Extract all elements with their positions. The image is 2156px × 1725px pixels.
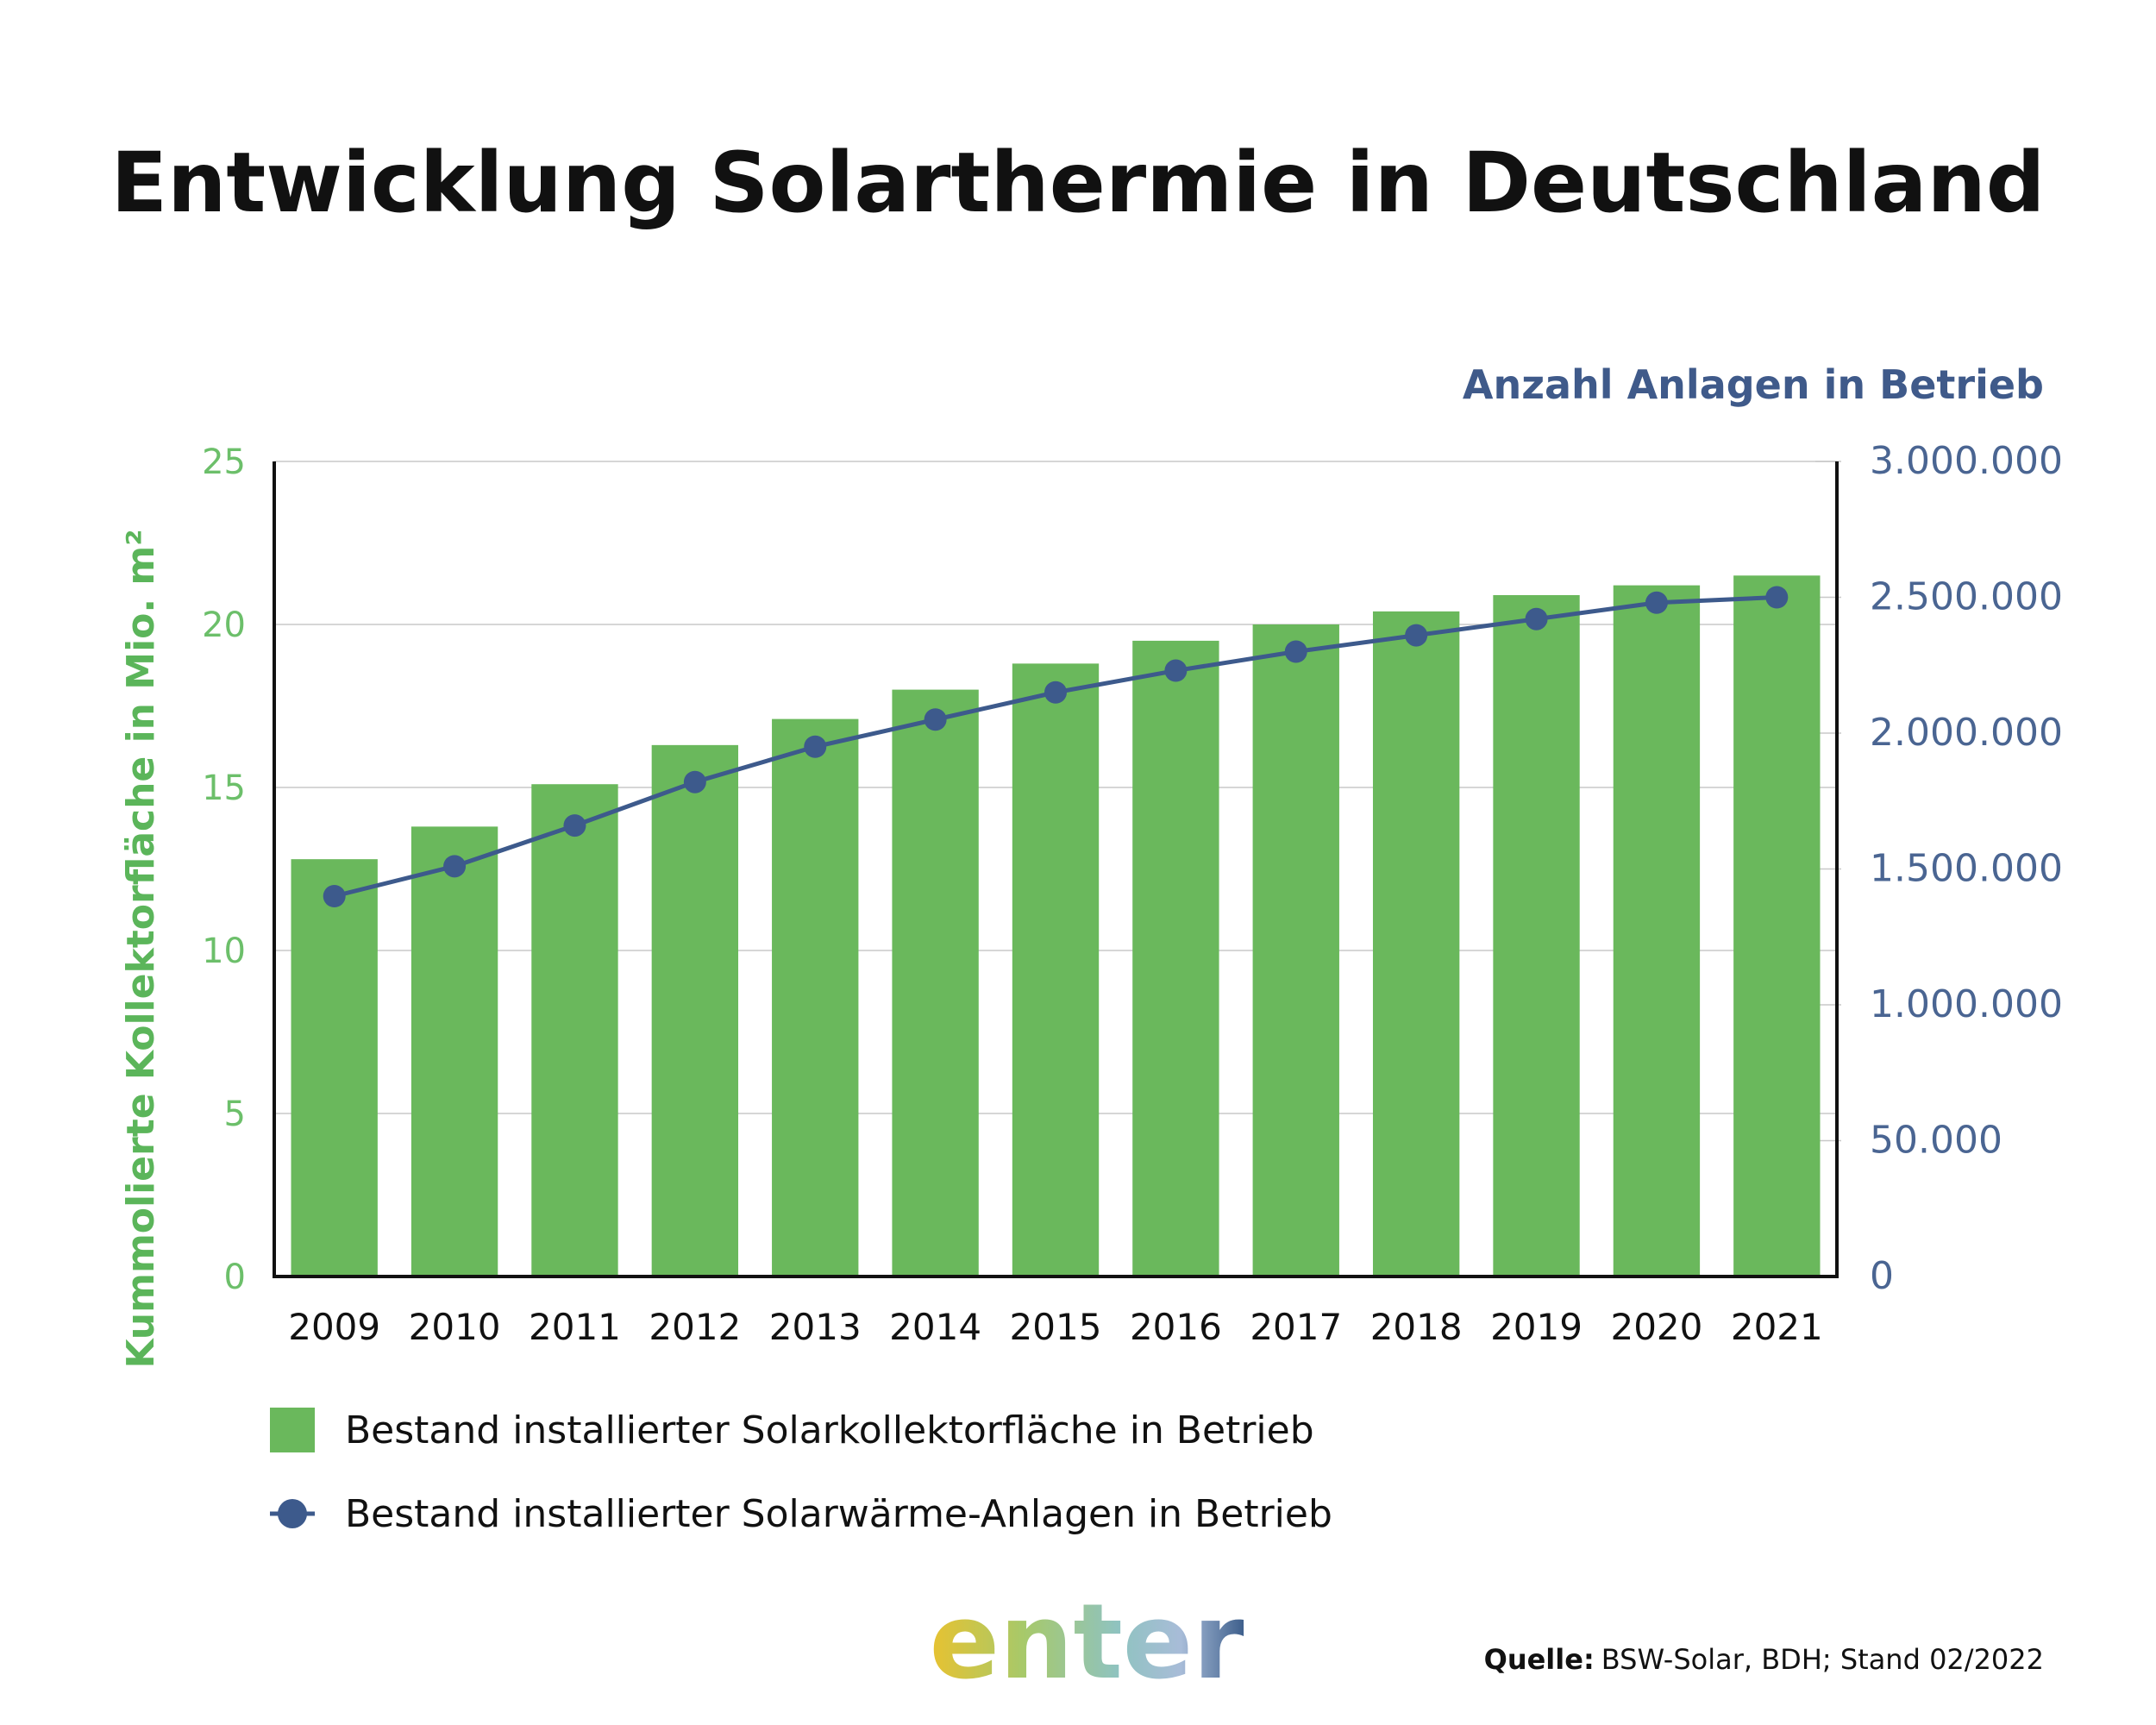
x-tick: 2013 <box>769 1306 862 1348</box>
line-series <box>323 586 1789 907</box>
line-point <box>323 885 346 907</box>
line-point <box>1284 640 1307 663</box>
x-axis-ticks: 2009 2010 2011 2012 2013 2014 2015 2016 2017 2018… <box>288 1306 1823 1348</box>
y-tick-right: 0 <box>1870 1254 1894 1298</box>
bar <box>651 744 739 1276</box>
y-tick-right: 1.500.000 <box>1870 847 2063 891</box>
x-tick: 2020 <box>1610 1306 1702 1348</box>
logo: enter <box>930 1583 1244 1703</box>
line-point <box>924 708 947 731</box>
line-point <box>563 814 586 837</box>
x-tick: 2021 <box>1731 1306 1823 1348</box>
bar-series <box>291 575 1821 1276</box>
right-axis-ticks: 0 50.000 1.000.000 1.500.000 2.000.000 2.500.… <box>1870 439 2063 1298</box>
bar <box>1252 624 1339 1276</box>
bar <box>291 859 378 1276</box>
axes <box>273 461 1839 1278</box>
x-tick: 2019 <box>1490 1306 1583 1348</box>
chart-title: Entwicklung Solarthermie in Deutschland <box>110 135 2045 231</box>
y-tick-left: 10 <box>202 932 246 971</box>
y-tick-left: 25 <box>202 442 246 482</box>
line-point <box>1044 681 1067 704</box>
y-tick-left: 5 <box>224 1095 246 1134</box>
bar <box>892 689 979 1276</box>
x-tick: 2010 <box>409 1306 501 1348</box>
x-tick: 2015 <box>1010 1306 1102 1348</box>
line-point <box>443 855 467 878</box>
bar <box>1132 640 1219 1276</box>
right-axis-title: Anzahl Anlagen in Betrieb <box>1463 361 2044 408</box>
line-point <box>1645 591 1668 614</box>
x-tick: 2016 <box>1130 1306 1222 1348</box>
source-note: Quelle: BSW-Solar, BDH; Stand 02/2022 <box>1484 1643 2044 1676</box>
bar <box>1372 611 1460 1276</box>
legend-bar-swatch <box>270 1408 315 1452</box>
line-point <box>1164 659 1188 682</box>
line-point <box>1765 586 1789 609</box>
source-text: BSW-Solar, BDH; Stand 02/2022 <box>1601 1643 2044 1676</box>
line-point <box>1525 607 1548 630</box>
x-tick: 2009 <box>288 1306 380 1348</box>
bar <box>1012 663 1100 1276</box>
left-axis-ticks: 0 5 10 15 20 25 <box>202 442 246 1297</box>
source-label: Quelle: <box>1484 1643 1595 1676</box>
line-point <box>804 735 827 758</box>
legend-line-marker <box>278 1499 307 1528</box>
bar <box>531 784 618 1276</box>
legend-line-label: Bestand installierter Solarwärme-Anlagen… <box>345 1492 1332 1536</box>
x-tick: 2011 <box>529 1306 621 1348</box>
line-point <box>1405 624 1428 647</box>
x-tick: 2017 <box>1250 1306 1342 1348</box>
y-tick-right: 2.000.000 <box>1870 711 2063 755</box>
y-tick-right: 3.000.000 <box>1870 439 2063 483</box>
bar <box>1733 575 1821 1276</box>
y-tick-left: 0 <box>224 1258 246 1297</box>
line-point <box>683 770 706 794</box>
y-tick-right: 1.000.000 <box>1870 982 2063 1026</box>
x-tick: 2012 <box>649 1306 741 1348</box>
y-tick-right: 50.000 <box>1870 1119 2002 1163</box>
x-tick: 2018 <box>1370 1306 1463 1348</box>
legend: Bestand installierter Solarkollektorfläc… <box>270 1408 1332 1536</box>
y-tick-right: 2.500.000 <box>1870 575 2063 619</box>
x-tick: 2014 <box>889 1306 981 1348</box>
bar <box>1493 594 1580 1276</box>
left-axis-title: Kummolierte Kollektorfläche in Mio. m² <box>119 529 163 1368</box>
bar <box>411 826 498 1276</box>
legend-bar-label: Bestand installierter Solarkollektorfläc… <box>345 1408 1314 1452</box>
y-tick-left: 20 <box>202 605 246 645</box>
bar <box>1613 585 1701 1276</box>
y-tick-left: 15 <box>202 768 246 808</box>
bar <box>772 718 859 1276</box>
